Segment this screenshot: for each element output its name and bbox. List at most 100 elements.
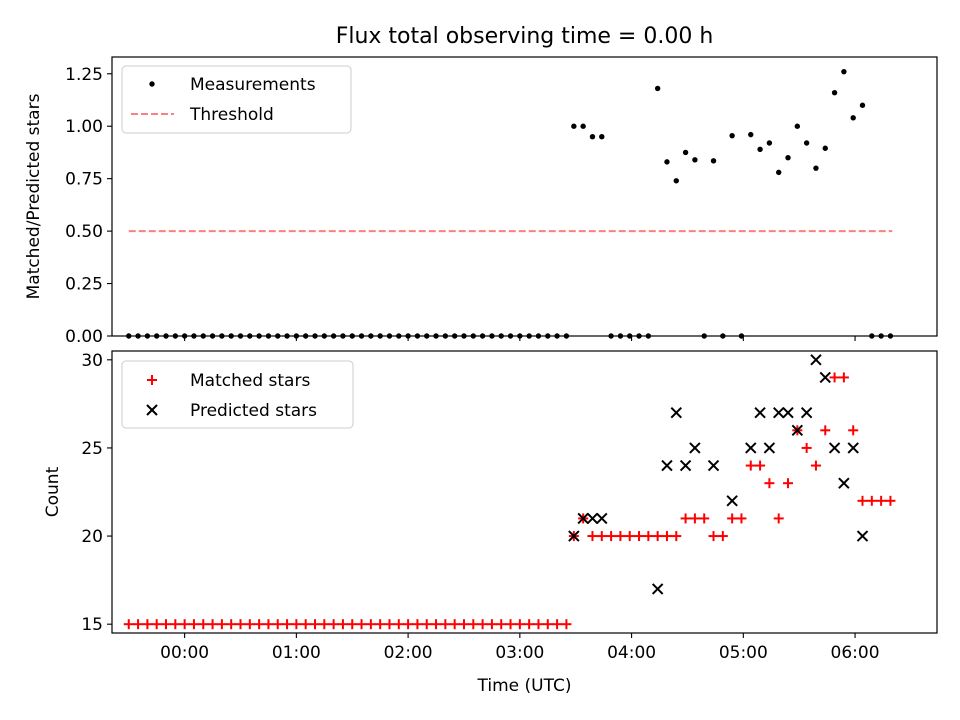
measurement-point bbox=[757, 146, 763, 153]
predicted-stars-point bbox=[856, 530, 869, 542]
matched-stars-point bbox=[634, 531, 645, 542]
matched-stars-point bbox=[838, 372, 849, 383]
count-y-ticks: 15 20 25 30 bbox=[81, 351, 112, 635]
ratio-panel: 0.00 0.25 0.50 0.75 1.00 1.25 Matched/Predict… bbox=[24, 56, 938, 347]
ratio-axes-frame bbox=[111, 56, 938, 337]
matched-stars-point bbox=[142, 619, 153, 630]
measurement-point bbox=[589, 134, 596, 140]
matched-stars-point bbox=[449, 619, 460, 630]
predicted-stars-point bbox=[661, 459, 673, 472]
matched-stars-point bbox=[857, 495, 868, 506]
measurement-point bbox=[710, 158, 717, 164]
y-tick-label: 15 bbox=[81, 615, 103, 635]
matched-stars-point bbox=[764, 478, 775, 489]
matched-stars-point bbox=[188, 619, 199, 630]
y-tick-label: 1.25 bbox=[65, 65, 103, 85]
measurement-point bbox=[682, 149, 689, 156]
measurement-point bbox=[850, 115, 856, 121]
y-tick-label: 1.00 bbox=[65, 117, 103, 137]
predicted-stars-point bbox=[745, 442, 757, 454]
legend-matched-marker bbox=[147, 375, 157, 385]
matched-stars-point bbox=[272, 619, 283, 630]
matched-stars-point bbox=[552, 619, 563, 630]
matched-stars-point bbox=[773, 513, 784, 524]
matched-stars-point bbox=[300, 619, 311, 630]
matched-stars-point bbox=[347, 619, 358, 630]
matched-stars-point bbox=[727, 513, 738, 524]
predicted-stars-point bbox=[707, 459, 720, 472]
matched-stars-point bbox=[624, 531, 635, 542]
y-tick-label: 0.25 bbox=[65, 275, 103, 295]
matched-stars-point bbox=[216, 619, 227, 630]
count-axes-frame bbox=[111, 350, 938, 634]
matched-stars-point bbox=[375, 619, 386, 630]
matched-stars-point bbox=[643, 531, 654, 542]
count-marks bbox=[123, 354, 896, 630]
x-tick-label: 03:00 bbox=[495, 643, 544, 663]
predicted-stars-point bbox=[772, 406, 785, 419]
predicted-stars-point bbox=[689, 442, 701, 454]
x-tick-label: 00:00 bbox=[160, 643, 209, 663]
matched-stars-point bbox=[123, 619, 134, 630]
ratio-y-ticks: 0.00 0.25 0.50 0.75 1.00 1.25 bbox=[65, 65, 112, 347]
predicted-stars-point bbox=[819, 371, 831, 384]
predicted-stars-point bbox=[810, 354, 822, 366]
matched-stars-point bbox=[661, 531, 672, 542]
matched-stars-point bbox=[496, 619, 507, 630]
y-tick-label: 20 bbox=[81, 527, 103, 547]
matched-stars-point bbox=[226, 619, 237, 630]
predicted-stars-point bbox=[577, 512, 589, 525]
y-tick-label: 0.00 bbox=[65, 327, 103, 347]
matched-stars-point bbox=[282, 619, 293, 630]
measurement-point bbox=[794, 123, 801, 129]
matched-stars-point bbox=[876, 495, 887, 506]
y-tick-label: 25 bbox=[81, 439, 103, 459]
matched-stars-point bbox=[235, 619, 246, 630]
matched-stars-point bbox=[736, 513, 747, 524]
predicted-stars-point bbox=[847, 442, 859, 454]
measurement-point bbox=[580, 123, 586, 129]
matched-stars-point bbox=[717, 531, 728, 542]
y-tick-label: 0.50 bbox=[65, 222, 103, 242]
ratio-marks bbox=[126, 68, 894, 339]
measurement-point bbox=[785, 154, 791, 161]
matched-stars-point bbox=[680, 513, 691, 524]
predicted-stars-point bbox=[754, 406, 766, 419]
matched-stars-point bbox=[820, 425, 831, 436]
matched-stars-point bbox=[505, 619, 516, 630]
measurement-point bbox=[654, 85, 661, 92]
count-x-axis-label: Time (UTC) bbox=[477, 676, 572, 696]
matched-stars-point bbox=[170, 619, 181, 630]
matched-stars-point bbox=[161, 619, 172, 630]
matched-stars-point bbox=[783, 478, 794, 489]
measurement-point bbox=[664, 159, 670, 165]
matched-stars-point bbox=[514, 619, 525, 630]
matched-stars-point bbox=[254, 619, 265, 630]
matched-stars-point bbox=[486, 619, 497, 630]
matched-stars-point bbox=[587, 531, 598, 542]
matched-stars-point bbox=[421, 619, 432, 630]
legend-measurements-marker bbox=[149, 81, 155, 87]
count-x-ticks: 00:00 01:00 02:00 03:00 04:00 05:00 06:00 bbox=[160, 633, 880, 663]
matched-stars-point bbox=[524, 619, 535, 630]
count-y-axis-label: Count bbox=[43, 466, 63, 517]
ratio-legend-box bbox=[121, 65, 352, 134]
matched-stars-point bbox=[207, 619, 218, 630]
figure-title: Flux total observing time = 0.00 h bbox=[336, 24, 714, 49]
legend-matched-label: Matched stars bbox=[190, 371, 310, 391]
legend-measurements-label: Measurements bbox=[190, 75, 316, 95]
matched-stars-point bbox=[801, 442, 812, 453]
matched-stars-point bbox=[606, 531, 617, 542]
matched-stars-point bbox=[179, 619, 190, 630]
matched-stars-point bbox=[458, 619, 469, 630]
matched-stars-point bbox=[745, 460, 756, 471]
matched-stars-point bbox=[133, 619, 144, 630]
matched-stars-point bbox=[708, 531, 719, 542]
matched-stars-point bbox=[848, 425, 859, 436]
x-tick-label: 05:00 bbox=[719, 643, 768, 663]
measurement-point bbox=[859, 102, 866, 108]
matched-stars-point bbox=[403, 619, 414, 630]
matched-stars-point bbox=[412, 619, 423, 630]
measurement-point bbox=[813, 165, 819, 171]
matched-stars-point bbox=[829, 372, 840, 383]
